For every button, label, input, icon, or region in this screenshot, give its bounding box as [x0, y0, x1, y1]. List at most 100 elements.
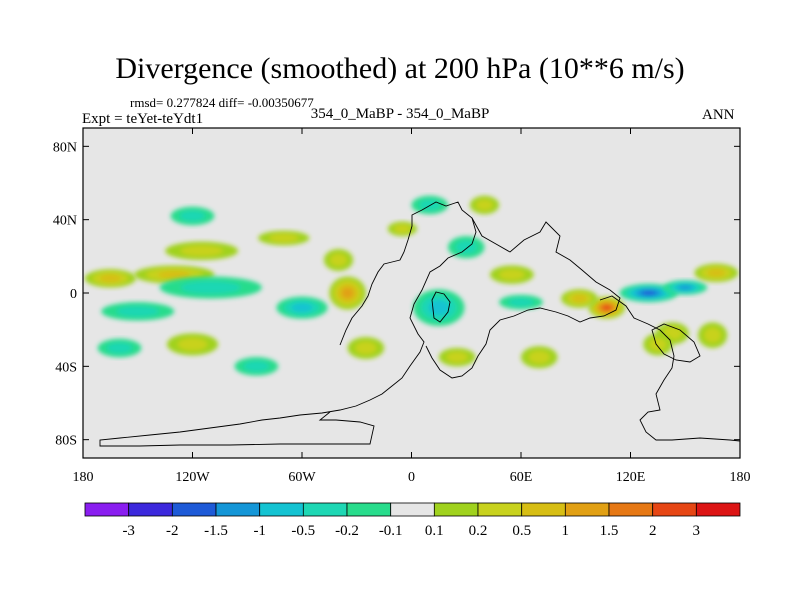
y-tick-label: 80N [53, 140, 77, 155]
contour-fill [528, 350, 550, 364]
contour-fill [116, 306, 160, 317]
anomaly-17 [258, 230, 310, 246]
contour-fill [649, 337, 667, 351]
y-tick-label: 40N [53, 214, 77, 229]
anomaly-18 [347, 337, 385, 359]
contour-fill [446, 351, 468, 363]
x-tick-label: 60E [510, 470, 533, 485]
colorbar-box [259, 502, 304, 517]
contour-fill [428, 300, 450, 316]
contour-fill [106, 342, 133, 354]
anomaly-24 [499, 294, 543, 310]
contour-fill [455, 240, 477, 254]
contour-fill [704, 327, 722, 343]
anomaly-22 [438, 347, 476, 367]
y-tick-label: 0 [70, 287, 77, 302]
season-label: ANN [702, 107, 735, 123]
contour-fill [641, 290, 657, 296]
colorbar-label: 0.5 [512, 523, 531, 539]
colorbar-box [477, 502, 523, 517]
contour-fill [268, 233, 299, 243]
chart-subtitle: 354_0_MaBP - 354_0_MaBP [310, 106, 490, 122]
anomaly-12 [166, 333, 219, 356]
colorbar-label: 0.1 [425, 523, 444, 539]
experiment-label: Expt = teYet-teYdt1 [82, 111, 204, 127]
stats-text: rmsd= 0.277824 diff= -0.00350677 [130, 95, 314, 110]
x-tick-label: 180 [73, 470, 94, 485]
coastline-australia [651, 323, 701, 363]
colorbar-label: -1.5 [204, 523, 228, 539]
colorbar-label: -3 [122, 523, 135, 539]
anomaly-15 [276, 296, 328, 319]
colorbar-label: -1 [253, 523, 266, 539]
colorbar-label: 2 [649, 523, 657, 539]
anomaly-3 [561, 289, 598, 308]
x-tick-label: 120E [616, 470, 646, 485]
contour-fill [177, 337, 208, 351]
anomaly-11 [101, 302, 175, 321]
anomaly-10 [159, 276, 262, 299]
colorbar-label: -2 [166, 523, 179, 539]
colorbar-label: 0.2 [469, 523, 488, 539]
contour-fill [678, 285, 693, 290]
colorbar-box [652, 502, 697, 517]
axes: 180 120W 60W 0 60E 120E 180 80N 40N 0 40S 80S [53, 128, 751, 485]
divergence-field [84, 195, 739, 376]
colorbar-label: -0.2 [335, 523, 359, 539]
anomaly-23 [489, 265, 534, 284]
anomaly-9 [165, 241, 239, 261]
coastline-south-asia [425, 217, 621, 379]
anomaly-13 [97, 338, 142, 358]
coastline-maritime [599, 295, 740, 442]
anomaly-5 [698, 322, 728, 348]
x-tick-label: 120W [175, 470, 210, 485]
contour-fill [179, 210, 206, 222]
contour-fill [355, 341, 377, 355]
contour-fill [707, 269, 726, 277]
colorbar-box [521, 502, 566, 517]
anomaly-19 [234, 357, 279, 376]
y-tick-label: 40S [55, 360, 77, 375]
contour-fill [180, 245, 223, 257]
colorbar-label: 3 [693, 523, 701, 539]
y-tick-label: 80S [55, 434, 77, 449]
contour-fill [393, 224, 411, 234]
colorbar-box [346, 502, 392, 517]
colorbar-label: -0.5 [291, 523, 315, 539]
contour-fill [243, 361, 270, 372]
colorbar-box [215, 502, 261, 517]
anomaly-1 [619, 283, 678, 303]
anomaly-7 [84, 269, 136, 288]
colorbar-box [390, 502, 435, 517]
colorbar-box [564, 502, 610, 517]
contour-fill [99, 274, 121, 283]
colorbar-box [433, 502, 479, 517]
colorbar-box [128, 502, 173, 517]
anomaly-4 [694, 263, 739, 283]
x-tick-label: 180 [730, 470, 751, 485]
colorbar-box [695, 502, 741, 517]
contour-fill [330, 253, 347, 267]
x-tick-label: 60W [288, 470, 316, 485]
x-tick-label: 0 [408, 470, 415, 485]
anomaly-27 [469, 195, 500, 215]
anomaly-16 [323, 249, 354, 271]
contour-fill [602, 305, 611, 311]
colorbar-label: 1.5 [600, 523, 619, 539]
chart-title: Divergence (smoothed) at 200 hPa (10**6 … [115, 52, 685, 85]
anomaly-28 [170, 206, 215, 226]
anomaly-21 [447, 236, 485, 259]
anomaly-26 [411, 195, 449, 215]
contour-fill [499, 269, 525, 280]
anomaly-30 [387, 221, 417, 237]
contour-fill [571, 294, 587, 303]
coastline-americas [99, 201, 477, 447]
anomaly-14 [329, 276, 366, 310]
colorbar-box [302, 502, 348, 517]
contour-fill [157, 270, 191, 279]
contour-fill [508, 297, 534, 307]
anomaly-20 [413, 289, 465, 326]
colorbar-box [84, 502, 130, 517]
